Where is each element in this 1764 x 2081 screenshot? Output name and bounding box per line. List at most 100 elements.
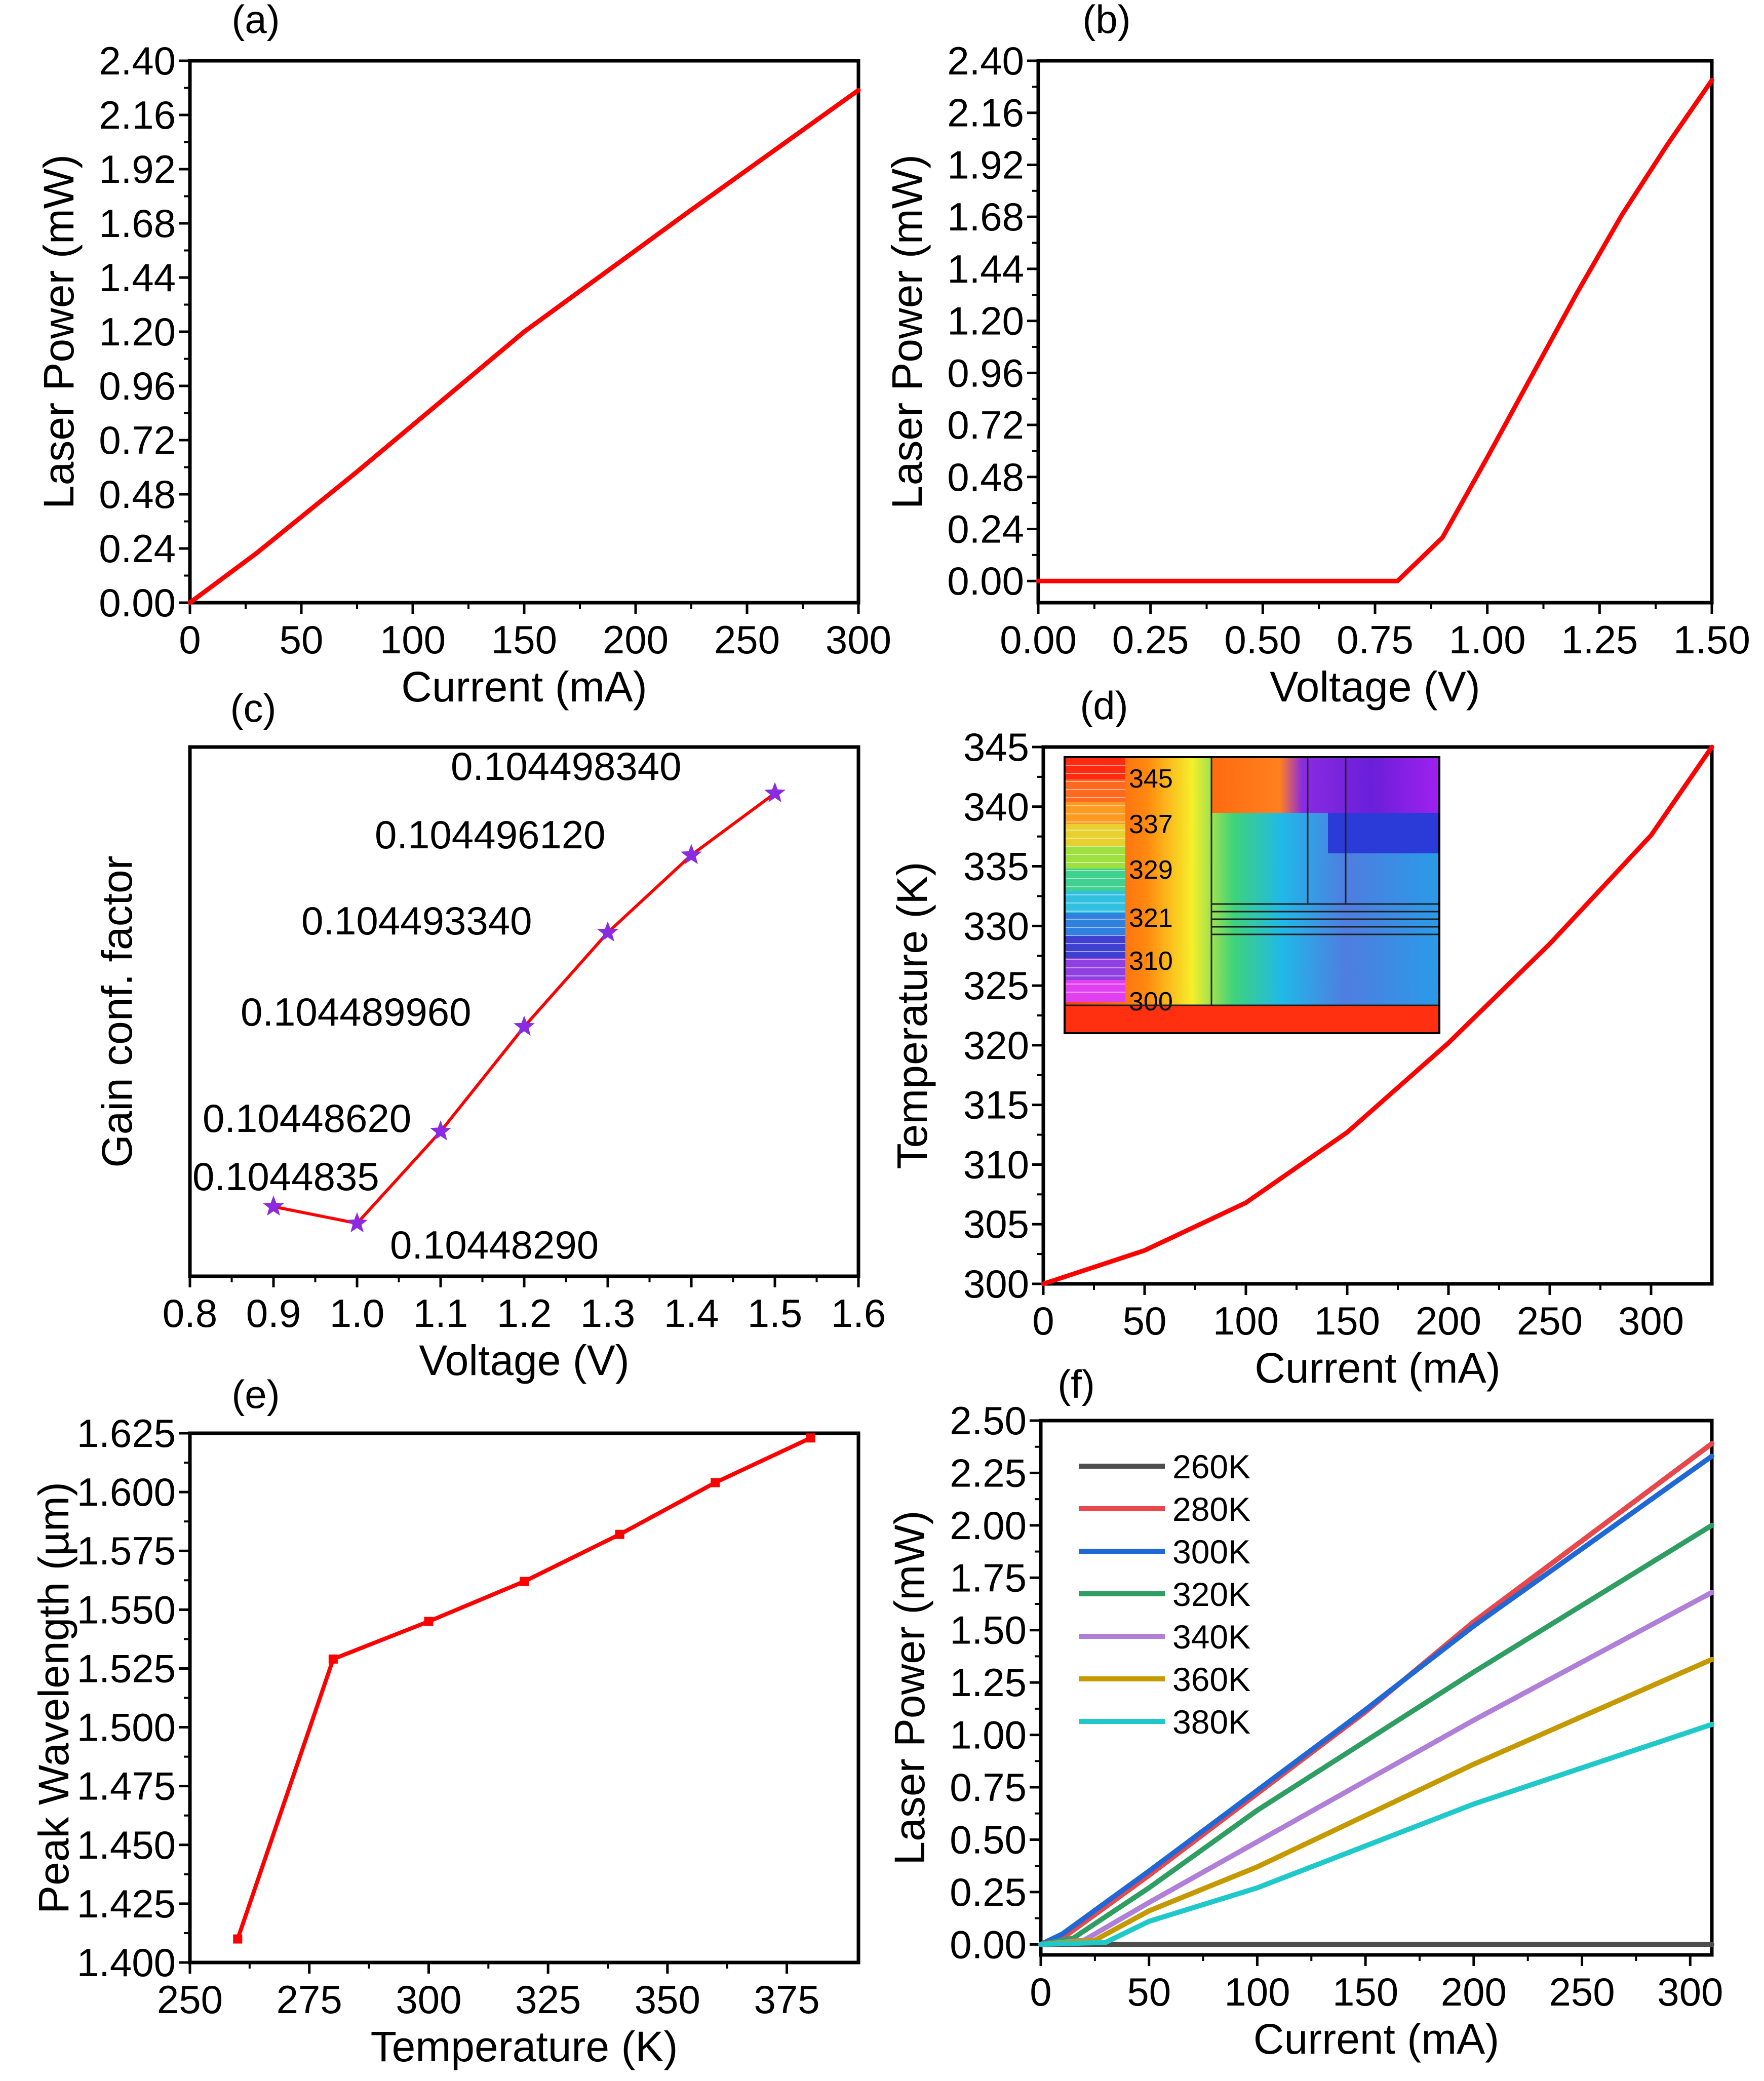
panel-e: 250 275 300 325 350 375 1.400 1.425 1.450 1.475 1.… (30, 1372, 860, 2070)
panel-d: 0 50 100 150 200 250 300 300 305 310 315 320 325 330 3… (888, 683, 1714, 1392)
y-tick-label: 0.48 (99, 472, 176, 517)
x-axis-label: Current (mA) (401, 663, 647, 711)
y-tick-label: 0.00 (947, 559, 1024, 603)
y-tick-label: 0.00 (99, 580, 176, 625)
colorbar-segment (1065, 802, 1125, 824)
x-tick-label: 1.2 (497, 1291, 552, 1336)
data-label: 0.104493340 (301, 898, 532, 943)
x-tick-label: 250 (1517, 1299, 1583, 1343)
series-line-temperature (1041, 744, 1714, 1286)
x-tick-label: 0.50 (1224, 617, 1301, 662)
data-marker-star (764, 782, 786, 803)
y-tick-label: 305 (963, 1202, 1029, 1246)
y-tick-label: 1.425 (77, 1881, 176, 1926)
y-tick-label: 0.72 (99, 418, 176, 462)
colorbar-segment (1065, 958, 1125, 980)
colorbar-label: 300 (1129, 987, 1173, 1016)
data-marker-star (597, 921, 618, 942)
data-label: 0.104498340 (451, 744, 681, 789)
x-axis-label: Temperature (K) (371, 2023, 678, 2070)
x-tick-label: 1.25 (1561, 617, 1638, 662)
colorbar-segment (1065, 891, 1125, 913)
legend-label: 320K (1172, 1576, 1250, 1613)
data-label: 0.10448290 (390, 1223, 599, 1267)
panel-b: 0.00 0.25 0.50 0.75 1.00 1.25 1.50 0.00 0.24 0.48… (883, 0, 1750, 711)
inset-top-region (1211, 757, 1439, 813)
x-tick-label: 1.5 (748, 1291, 802, 1336)
x-tick-label: 0 (1032, 1299, 1054, 1343)
series-line-280k (1038, 1441, 1714, 1947)
data-marker-star (430, 1120, 451, 1141)
x-tick-label: 200 (1441, 1970, 1507, 2014)
x-tick-label: 50 (1127, 1970, 1171, 2014)
legend-label: 380K (1172, 1703, 1250, 1741)
colorbar-segment (1065, 824, 1125, 846)
y-tick-label: 2.25 (950, 1450, 1027, 1495)
inset-substrate (1065, 1005, 1439, 1033)
x-tick-label: 250 (157, 1977, 223, 2022)
x-tick-label: 0.25 (1112, 617, 1189, 662)
colorbar-label: 321 (1129, 904, 1173, 933)
x-axis-label: Current (mA) (1253, 2015, 1499, 2063)
y-tick-label: 1.50 (950, 1608, 1027, 1653)
y-tick-label: 1.20 (99, 309, 176, 354)
colorbar-segment (1065, 869, 1125, 891)
x-tick-label: 100 (1213, 1299, 1279, 1343)
x-axis-label: Current (mA) (1255, 1344, 1500, 1392)
y-axis-label: Gain conf. factor (93, 855, 141, 1167)
y-tick-label: 0.96 (99, 364, 176, 408)
data-label: 0.1044835 (192, 1154, 379, 1199)
y-tick-label: 0.48 (947, 455, 1024, 499)
x-tick-label: 1.50 (1673, 617, 1750, 662)
y-axis-label: Laser Power (mW) (886, 1510, 933, 1865)
x-tick-label: 275 (277, 1977, 342, 2022)
colorbar-segment (1065, 846, 1125, 869)
panel-label: (d) (1080, 683, 1128, 728)
y-tick-label: 345 (963, 725, 1029, 769)
x-tick-label: 300 (1618, 1299, 1684, 1343)
y-tick-label: 0.24 (947, 506, 1024, 551)
panel-label: (e) (231, 1372, 280, 1417)
series-line-laser-power (187, 88, 861, 605)
y-tick-label: 1.400 (77, 1940, 176, 1985)
colorbar-label: 337 (1129, 810, 1173, 839)
y-tick-label: 300 (963, 1262, 1029, 1306)
y-tick-label: 1.00 (950, 1713, 1027, 1757)
colorbar-label: 345 (1129, 764, 1173, 794)
data-marker-square (615, 1529, 624, 1539)
x-tick-label: 200 (603, 617, 669, 662)
y-tick-label: 1.25 (950, 1660, 1027, 1705)
y-tick-label: 1.525 (77, 1646, 176, 1691)
y-axis-label: Laser Power (mW) (883, 154, 931, 509)
x-tick-label: 300 (826, 617, 891, 662)
x-tick-label: 100 (380, 617, 446, 662)
x-tick-label: 1.4 (664, 1291, 719, 1336)
legend-label: 300K (1172, 1533, 1250, 1570)
colorbar-label: 310 (1129, 947, 1173, 976)
y-tick-label: 0.72 (947, 403, 1024, 447)
data-marker-square (520, 1577, 529, 1586)
x-tick-label: 1.0 (330, 1291, 384, 1336)
x-axis-label: Voltage (V) (1270, 663, 1480, 711)
y-tick-label: 1.92 (99, 147, 176, 191)
x-tick-label: 50 (280, 617, 324, 662)
plot-frame (1036, 59, 1714, 605)
data-marker-star (263, 1195, 284, 1216)
panel-f: 0 50 100 150 200 250 300 0.00 0.25 0.50 0.75 1.00 1.… (886, 1362, 1723, 2063)
data-marker-square (233, 1934, 243, 1944)
data-label: 0.104496120 (375, 812, 605, 857)
colorbar-label: 329 (1129, 855, 1173, 885)
legend-label: 280K (1172, 1490, 1250, 1528)
x-tick-label: 0.75 (1337, 617, 1414, 662)
y-tick-label: 320 (963, 1023, 1029, 1068)
data-marker-star (514, 1015, 535, 1036)
x-tick-label: 0 (1030, 1970, 1051, 2014)
y-tick-label: 2.50 (950, 1398, 1027, 1443)
y-tick-label: 2.16 (947, 91, 1024, 135)
x-tick-label: 0.00 (1000, 617, 1077, 662)
y-tick-label: 0.96 (947, 350, 1024, 395)
colorbar-segment (1065, 757, 1125, 779)
y-tick-label: 335 (963, 844, 1029, 889)
y-tick-label: 1.550 (77, 1587, 176, 1632)
